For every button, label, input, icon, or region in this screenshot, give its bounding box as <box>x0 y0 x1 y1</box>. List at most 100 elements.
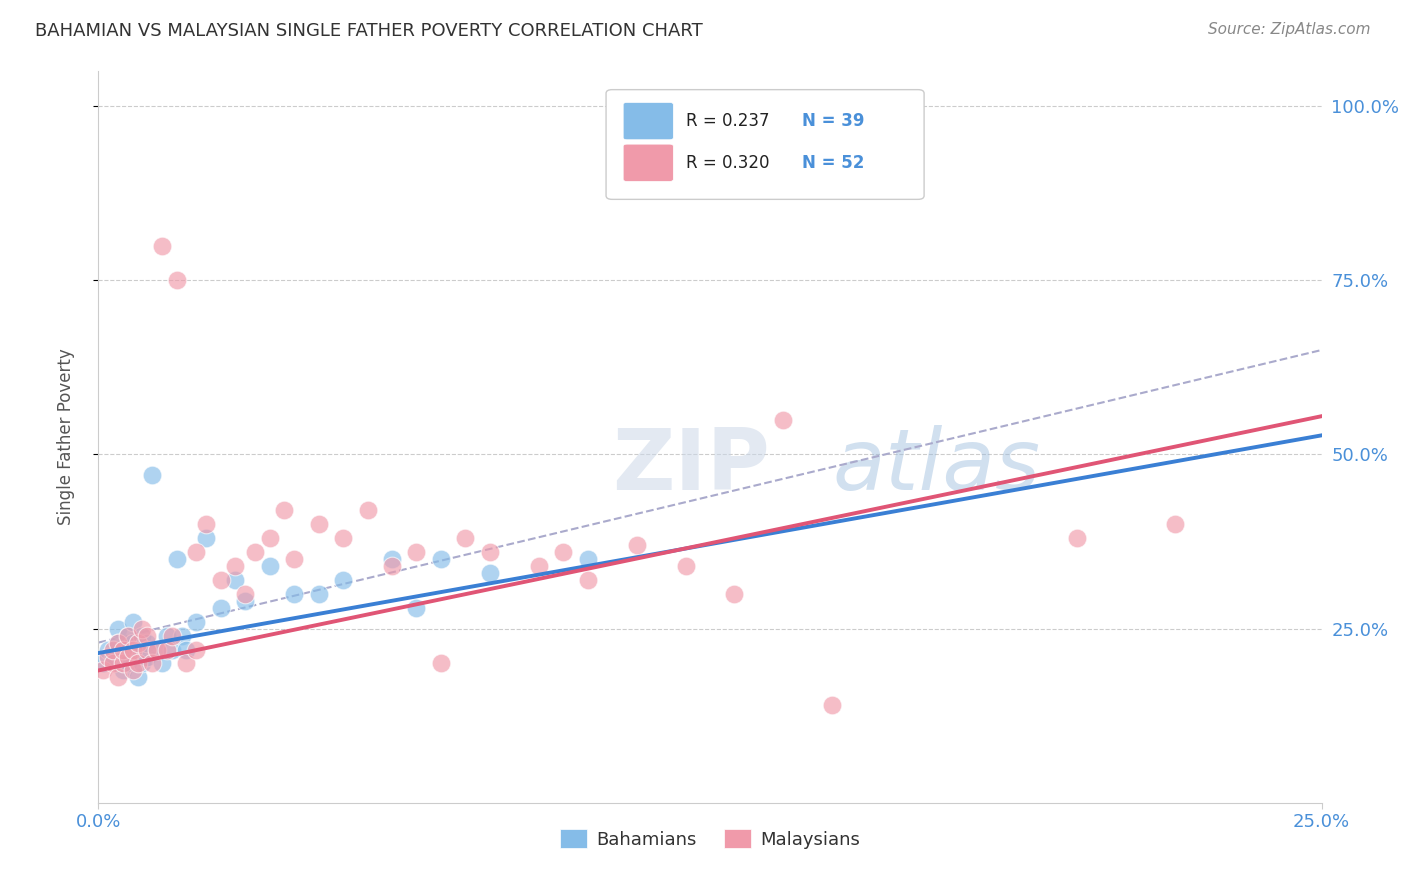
Point <box>224 573 246 587</box>
Point <box>186 545 208 559</box>
Point <box>131 629 153 643</box>
Point <box>111 657 134 671</box>
Point <box>141 468 163 483</box>
FancyBboxPatch shape <box>606 90 924 200</box>
Point <box>117 657 139 671</box>
Point <box>101 649 124 664</box>
Point <box>273 503 295 517</box>
Point <box>381 558 404 573</box>
Text: ZIP: ZIP <box>612 425 770 508</box>
Point <box>117 629 139 643</box>
Text: R = 0.237: R = 0.237 <box>686 112 769 130</box>
Point <box>381 552 404 566</box>
Point <box>283 552 305 566</box>
Point <box>259 531 281 545</box>
Point <box>111 642 134 657</box>
Point <box>430 657 453 671</box>
Point <box>107 622 129 636</box>
Point <box>405 600 427 615</box>
Point <box>91 664 114 678</box>
Point <box>136 629 159 643</box>
Point <box>576 552 599 566</box>
Point <box>308 587 330 601</box>
Point <box>166 273 188 287</box>
Point <box>259 558 281 573</box>
Point <box>150 657 173 671</box>
Point <box>1066 531 1088 545</box>
Point <box>454 531 477 545</box>
Point <box>430 552 453 566</box>
Point <box>772 412 794 426</box>
Point <box>478 566 501 580</box>
Point <box>127 642 149 657</box>
Point <box>111 664 134 678</box>
Text: BAHAMIAN VS MALAYSIAN SINGLE FATHER POVERTY CORRELATION CHART: BAHAMIAN VS MALAYSIAN SINGLE FATHER POVE… <box>35 22 703 40</box>
Point <box>107 635 129 649</box>
Point <box>150 238 173 252</box>
Point <box>97 649 120 664</box>
Point <box>121 615 143 629</box>
Point <box>136 649 159 664</box>
Point <box>160 642 183 657</box>
Point <box>166 552 188 566</box>
Point <box>101 642 124 657</box>
Point <box>156 642 179 657</box>
Point <box>723 587 745 601</box>
Point <box>136 642 159 657</box>
Point <box>141 657 163 671</box>
Point <box>176 642 198 657</box>
Point <box>146 642 169 657</box>
Point <box>91 657 114 671</box>
Y-axis label: Single Father Poverty: Single Father Poverty <box>56 349 75 525</box>
Point <box>1164 517 1187 532</box>
Point <box>121 642 143 657</box>
Text: atlas: atlas <box>832 425 1040 508</box>
Point <box>136 635 159 649</box>
Point <box>233 594 256 608</box>
Point <box>224 558 246 573</box>
Point <box>117 649 139 664</box>
Point <box>127 657 149 671</box>
FancyBboxPatch shape <box>623 145 673 181</box>
Point <box>195 517 218 532</box>
Point <box>186 642 208 657</box>
Point <box>176 657 198 671</box>
Point <box>308 517 330 532</box>
Point <box>553 545 575 559</box>
Legend: Bahamians, Malaysians: Bahamians, Malaysians <box>553 822 868 856</box>
Point <box>356 503 378 517</box>
Point <box>111 642 134 657</box>
Point <box>97 642 120 657</box>
Point <box>478 545 501 559</box>
Point <box>821 698 844 713</box>
Point <box>283 587 305 601</box>
Point <box>332 573 354 587</box>
Point <box>233 587 256 601</box>
Point <box>576 573 599 587</box>
Point <box>675 558 697 573</box>
Point <box>146 642 169 657</box>
Point <box>117 629 139 643</box>
Point <box>405 545 427 559</box>
Point <box>107 670 129 684</box>
FancyBboxPatch shape <box>623 103 673 140</box>
Point <box>527 558 550 573</box>
Text: N = 52: N = 52 <box>801 153 865 172</box>
Point <box>209 600 232 615</box>
Point <box>127 635 149 649</box>
Point <box>121 635 143 649</box>
Point <box>170 629 193 643</box>
Point <box>101 657 124 671</box>
Point <box>131 622 153 636</box>
Point <box>243 545 266 559</box>
Point <box>209 573 232 587</box>
Point <box>156 629 179 643</box>
Text: N = 39: N = 39 <box>801 112 865 130</box>
Point <box>107 635 129 649</box>
Text: R = 0.320: R = 0.320 <box>686 153 769 172</box>
Point <box>195 531 218 545</box>
Point <box>127 670 149 684</box>
Point <box>160 629 183 643</box>
Point <box>332 531 354 545</box>
Text: Source: ZipAtlas.com: Source: ZipAtlas.com <box>1208 22 1371 37</box>
